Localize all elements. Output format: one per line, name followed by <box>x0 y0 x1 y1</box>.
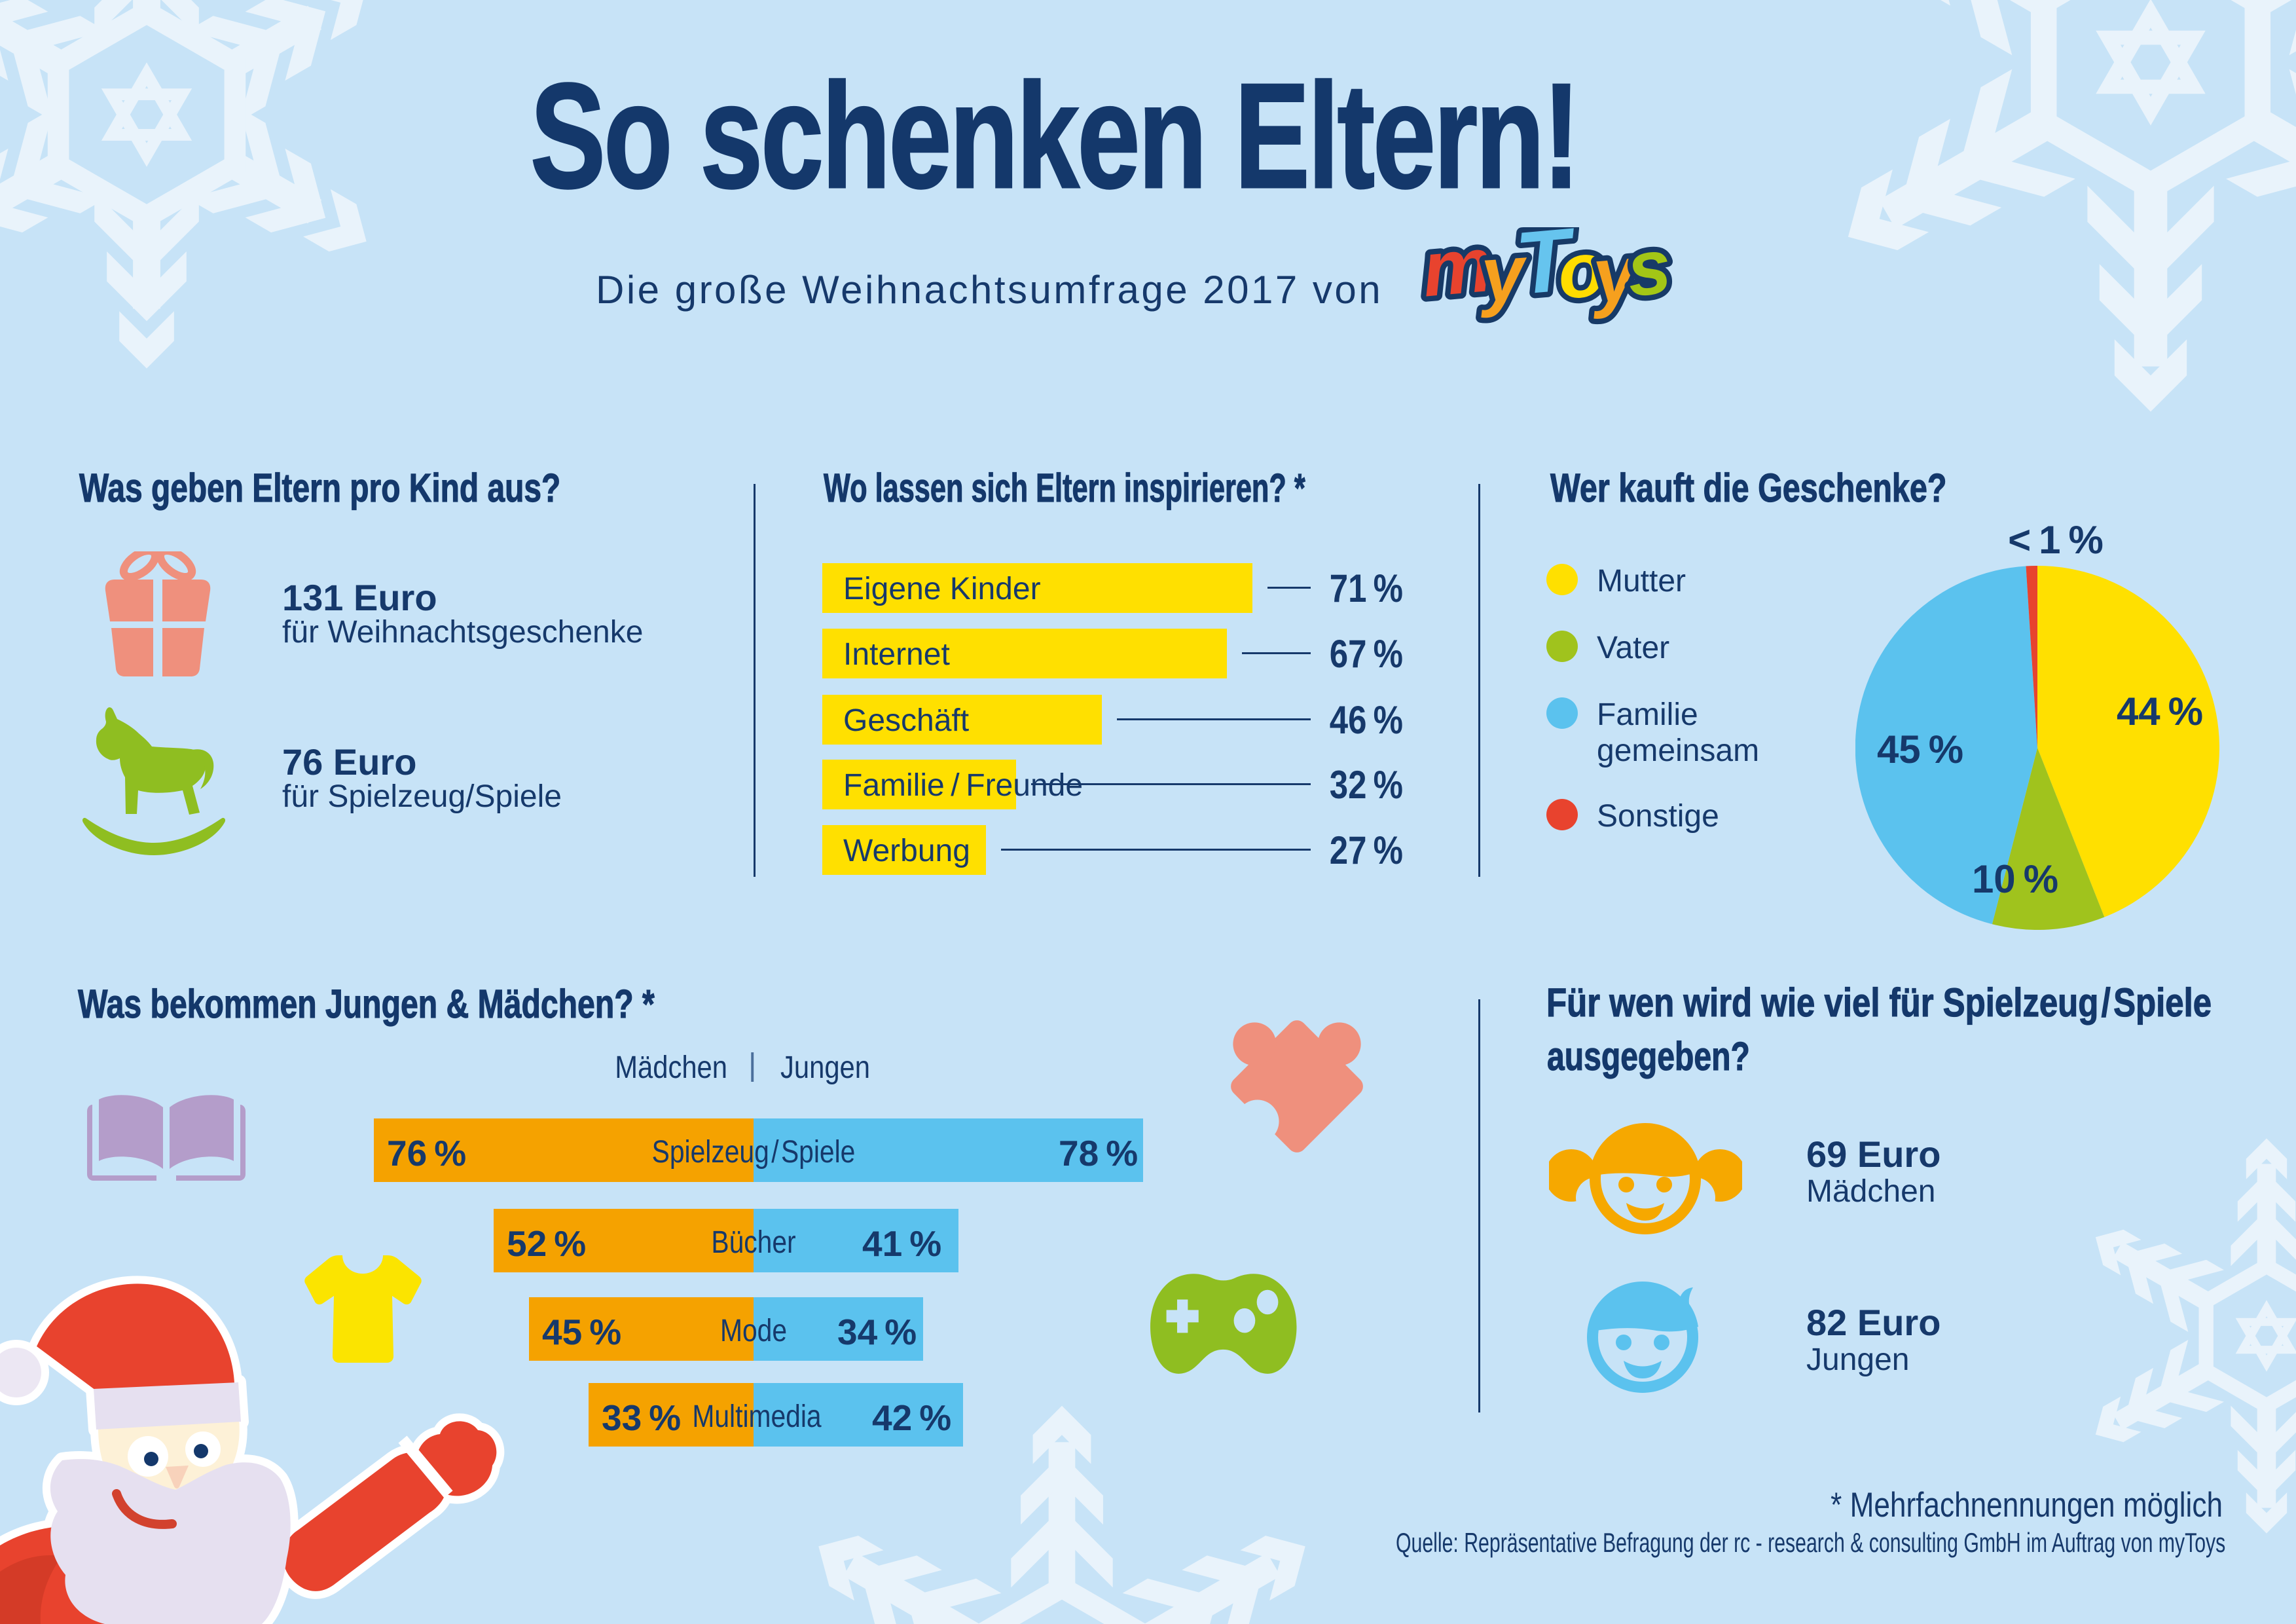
svg-text:s: s <box>1623 227 1675 313</box>
svg-text:o: o <box>1555 227 1609 316</box>
svg-text:m: m <box>1419 227 1495 314</box>
